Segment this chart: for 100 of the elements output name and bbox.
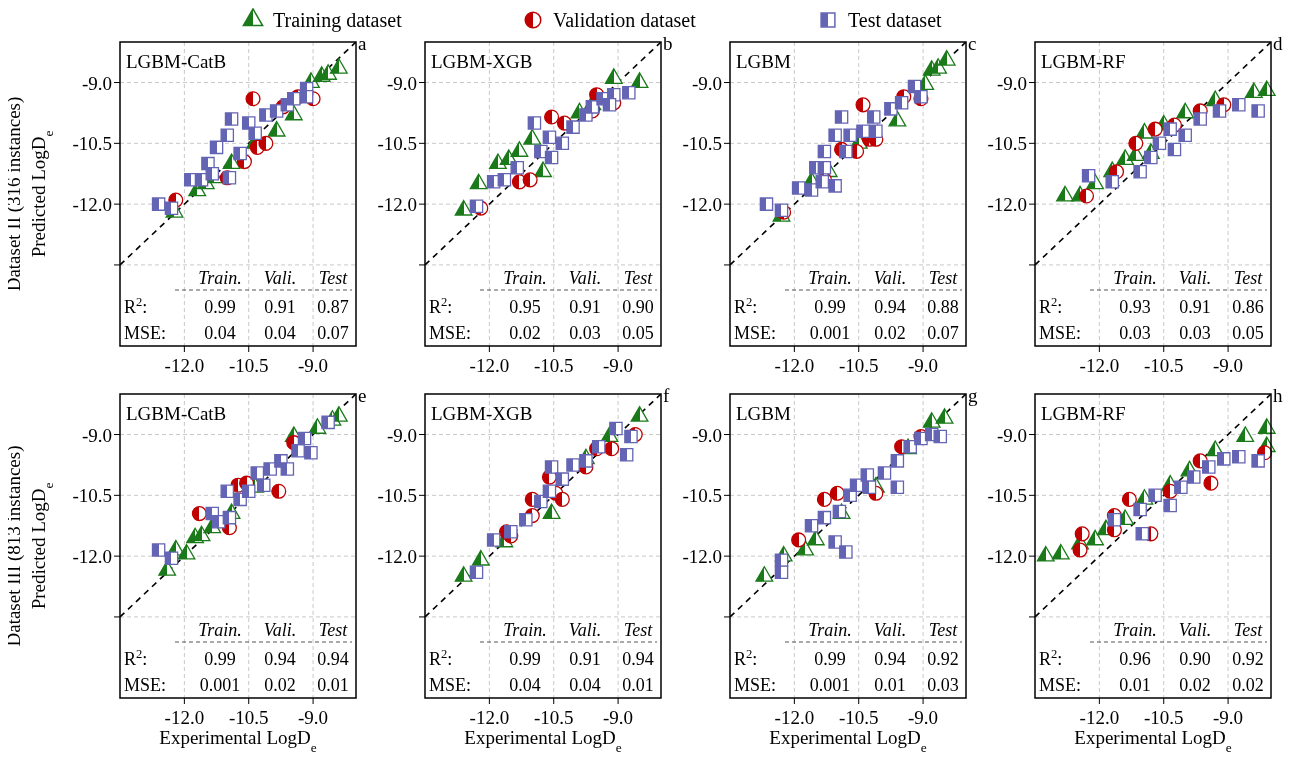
x-tick-label: -10.5 xyxy=(838,355,879,376)
annotation: 0.88 xyxy=(927,297,959,317)
y-tick-label: -10.5 xyxy=(987,133,1027,155)
y-tick-label: -12.0 xyxy=(987,194,1027,216)
annotation: R$^{2}$: xyxy=(734,295,758,317)
annotation: 0.86 xyxy=(1232,297,1264,317)
annotation: R$^{2}$: xyxy=(1039,647,1063,669)
annotation: Test xyxy=(623,620,654,640)
annotation: 0.93 xyxy=(1119,297,1151,317)
annotation: R$^{2}$: xyxy=(429,295,453,317)
text: c xyxy=(968,33,977,54)
y-tick-label: -12.0 xyxy=(987,546,1027,568)
annotation: 0.03 xyxy=(1119,323,1151,343)
y-tick-label: -9.0 xyxy=(386,72,417,94)
annotation: Train. xyxy=(198,268,242,288)
annotation: 0.99 xyxy=(509,649,541,669)
x-tick-label: -9.0 xyxy=(603,355,634,376)
annotation: MSE: xyxy=(124,675,167,695)
annotation: 0.91 xyxy=(264,297,296,317)
annotation: MSE: xyxy=(734,323,777,343)
annotation: 0.02 xyxy=(509,323,541,343)
annotation: MSE: xyxy=(429,675,472,695)
annotation: Vali. xyxy=(873,268,907,288)
text: b xyxy=(663,33,673,54)
x-tick-label: -10.5 xyxy=(533,355,574,376)
y-tick-label: -9.0 xyxy=(81,424,112,446)
annotation: 0.94 xyxy=(317,649,349,669)
y-tick-label: -12.0 xyxy=(682,194,722,216)
annotation: Vali. xyxy=(873,620,907,640)
annotation: Train. xyxy=(808,268,852,288)
annotation: 0.02 xyxy=(1179,675,1211,695)
annotation: Vali. xyxy=(263,268,297,288)
text: LGBM-XGB xyxy=(431,403,533,424)
x-tick-label: -9.0 xyxy=(298,355,329,376)
annotation: 0.04 xyxy=(264,323,296,343)
text: d xyxy=(1273,33,1283,54)
annotation: 0.01 xyxy=(1119,675,1151,695)
annotation: 0.05 xyxy=(622,323,654,343)
annotation: MSE: xyxy=(429,323,472,343)
legend-label: Validation dataset xyxy=(553,9,697,31)
x-tick-label: -12.0 xyxy=(1079,707,1120,728)
y-tick-label: -9.0 xyxy=(81,72,112,94)
annotation: 0.91 xyxy=(1179,297,1211,317)
y-tick-label: -9.0 xyxy=(691,424,722,446)
x-axis-title: Experimental LogD$_{e}$ xyxy=(464,727,622,755)
annotation: 0.04 xyxy=(569,675,601,695)
annotation: 0.94 xyxy=(874,297,906,317)
annotation: 0.03 xyxy=(569,323,601,343)
text: LGBM-XGB xyxy=(431,51,533,72)
annotation: Test xyxy=(318,268,349,288)
x-tick-label: -12.0 xyxy=(469,707,510,728)
annotation: 0.99 xyxy=(204,649,236,669)
x-tick-label: -10.5 xyxy=(228,355,269,376)
annotation: Vali. xyxy=(568,268,602,288)
annotation: Test xyxy=(318,620,349,640)
y-tick-label: -12.0 xyxy=(72,546,112,568)
annotation: 0.04 xyxy=(509,675,541,695)
annotation: Train. xyxy=(503,620,547,640)
annotation: Vali. xyxy=(1178,268,1212,288)
annotation: Test xyxy=(1233,620,1264,640)
annotation: MSE: xyxy=(1039,675,1082,695)
annotation: Train. xyxy=(198,620,242,640)
y-tick-label: -10.5 xyxy=(377,485,417,507)
annotation: R$^{2}$: xyxy=(1039,295,1063,317)
y-tick-label: -10.5 xyxy=(377,133,417,155)
annotation: Train. xyxy=(1113,268,1157,288)
annotation: 0.02 xyxy=(1232,675,1264,695)
y-tick-label: -10.5 xyxy=(987,485,1027,507)
y-tick-label: -9.0 xyxy=(996,424,1027,446)
annotation: 0.07 xyxy=(317,323,349,343)
annotation: 0.001 xyxy=(809,323,851,343)
text: LGBM xyxy=(736,51,791,72)
text: LGBM-RF xyxy=(1041,51,1126,72)
text: LGBM-CatB xyxy=(126,403,227,424)
annotation: 0.07 xyxy=(927,323,959,343)
x-tick-label: -9.0 xyxy=(1213,355,1244,376)
x-tick-label: -10.5 xyxy=(1143,355,1184,376)
x-tick-label: -9.0 xyxy=(908,355,939,376)
x-tick-label: -9.0 xyxy=(603,707,634,728)
annotation: Test xyxy=(1233,268,1264,288)
annotation: 0.03 xyxy=(1179,323,1211,343)
x-axis-title: Experimental LogD$_{e}$ xyxy=(769,727,927,755)
y-tick-label: -9.0 xyxy=(386,424,417,446)
annotation: Train. xyxy=(1113,620,1157,640)
x-tick-label: -10.5 xyxy=(1143,707,1184,728)
x-tick-label: -12.0 xyxy=(164,355,205,376)
annotation: 0.04 xyxy=(204,323,236,343)
annotation: 0.01 xyxy=(317,675,349,695)
annotation: Test xyxy=(928,620,959,640)
annotation: 0.90 xyxy=(622,297,654,317)
text: LGBM-CatB xyxy=(126,51,227,72)
annotation: 0.96 xyxy=(1119,649,1151,669)
annotation: Test xyxy=(928,268,959,288)
y-tick-label: -10.5 xyxy=(72,133,112,155)
annotation: 0.94 xyxy=(874,649,906,669)
annotation: 0.01 xyxy=(874,675,906,695)
text: LGBM-RF xyxy=(1041,403,1126,424)
annotation: 0.001 xyxy=(199,675,241,695)
annotation: Vali. xyxy=(1178,620,1212,640)
annotation: 0.91 xyxy=(569,649,601,669)
